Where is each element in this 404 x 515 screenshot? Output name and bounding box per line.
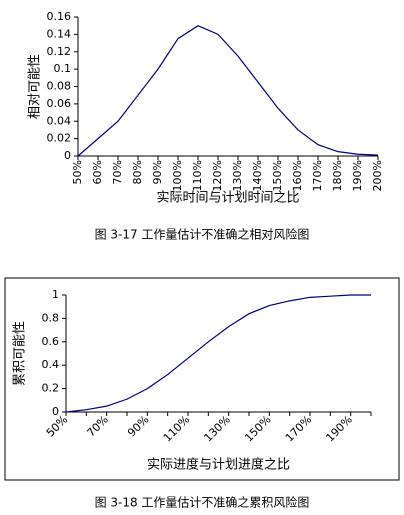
y-tick-label: 0 — [52, 405, 59, 418]
y-tick-label: 0.04 — [47, 114, 72, 127]
x-tick-label: 190% — [351, 160, 364, 191]
y-tick-label: 1 — [52, 288, 59, 301]
x-tick-label: 150% — [242, 413, 273, 444]
x-tick-label: 160% — [291, 160, 304, 191]
x-tick-label: 200% — [371, 160, 384, 191]
x-tick-label: 110% — [161, 413, 192, 444]
x-tick-label: 170% — [283, 413, 314, 444]
y-tick-label: 0.16 — [47, 10, 72, 23]
y-tick-label: 0.4 — [42, 358, 60, 371]
data-line — [65, 294, 371, 413]
x-tick-label: 150% — [271, 160, 284, 191]
caption: 图 3-18 工作量估计不准确之累积风险图 — [95, 495, 310, 510]
x-tick-label: 110% — [191, 160, 204, 191]
chart-border — [4, 277, 400, 481]
y-tick-label: 0.6 — [42, 335, 60, 348]
y-tick-label: 0.14 — [47, 27, 72, 40]
x-tick-label: 190% — [323, 413, 354, 444]
x-tick-label: 70% — [84, 413, 110, 439]
x-tick-label: 90% — [125, 413, 151, 439]
y-tick-label: 0.02 — [47, 132, 72, 145]
x-tick-label: 170% — [311, 160, 324, 191]
x-tick-label: 130% — [201, 413, 232, 444]
x-tick-label: 100% — [171, 160, 184, 191]
x-tick-label: 50% — [44, 413, 70, 439]
x-tick-label: 130% — [231, 160, 244, 191]
x-axis-title: 实际进度与计划进度之比 — [147, 457, 290, 473]
y-tick-label: 0.8 — [42, 311, 60, 324]
x-tick-label: 80% — [131, 160, 144, 184]
y-axis-title: 相对可能性 — [28, 54, 43, 119]
x-tick-label: 70% — [111, 160, 124, 184]
x-tick-label: 50% — [71, 160, 84, 184]
x-axis-title: 实际时间与计划时间之比 — [156, 191, 299, 206]
y-tick-label: 0 — [64, 149, 71, 162]
y-tick-label: 0.06 — [47, 97, 72, 110]
data-line — [77, 25, 379, 157]
x-tick-label: 140% — [251, 160, 264, 191]
x-tick-label: 180% — [331, 160, 344, 191]
y-tick-label: 0.08 — [47, 80, 72, 93]
y-tick-label: 0.2 — [42, 382, 60, 395]
x-tick-label: 60% — [91, 160, 104, 184]
y-tick-label: 0.1 — [54, 62, 72, 75]
caption: 图 3-17 工作量估计不准确之相对风险图 — [95, 227, 310, 242]
y-axis-title: 累积可能性 — [13, 321, 28, 386]
x-tick-label: 90% — [151, 160, 164, 184]
y-tick-label: 0.12 — [47, 45, 72, 58]
x-tick-label: 120% — [211, 160, 224, 191]
